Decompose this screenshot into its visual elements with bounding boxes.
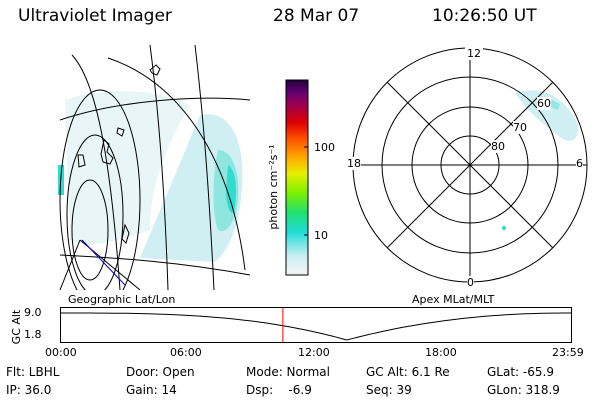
grid-ellipse [71,179,109,281]
mlt-label-18: 18 [347,157,361,170]
mlt-label-0: 0 [467,276,474,289]
info-gain: Gain: 14 [126,383,177,397]
colorbar-unit-label: photon cm⁻²s⁻¹ [267,144,280,230]
satellite-track [81,239,126,286]
mlat-label-60: 60 [537,97,551,110]
mlt-label-12: 12 [465,47,483,60]
observation-time: 10:26:50 UT [432,6,537,26]
grid-ellipse [59,89,141,290]
colorbar-tick-10: 10 [314,229,328,242]
altitude-ylabel: GC Alt [10,309,23,345]
geographic-map-panel [58,45,251,290]
geographic-caption: Geographic Lat/Lon [68,293,176,306]
instrument-title: Ultraviolet Imager [18,6,172,26]
altitude-curve [60,312,572,341]
info-flt: Flt: LBHL [6,365,60,379]
altitude-plot [60,307,572,343]
mlat-label-70: 70 [513,121,527,134]
info-seq: Seq: 39 [366,383,412,397]
grid-line [59,97,251,121]
grid-ellipse [66,134,124,290]
altitude-xtick-1800: 18:00 [425,346,457,359]
aurora-emission-strong [226,165,236,213]
altitude-ytick-bottom: 1.8 [24,328,42,341]
polar-mlat-mlt-panel [352,47,588,283]
info-ip: IP: 36.0 [6,383,52,397]
aurora-emission-region [515,90,579,141]
grid-line [194,45,215,290]
info-glat: GLat: -65.9 [487,365,554,379]
altitude-xtick-2359: 23:59 [552,346,584,359]
mlt-label-6: 6 [576,157,583,170]
earth-limb [107,57,246,271]
altitude-xtick-0600: 06:00 [170,346,202,359]
info-glon: GLon: 318.9 [487,383,560,397]
info-gcalt: GC Alt: 6.1 Re [366,365,450,379]
info-door: Door: Open [126,365,195,379]
mlat-label-80: 80 [491,140,505,153]
colorbar-tick-100: 100 [314,141,335,154]
emission-spot [502,226,506,230]
coastline [77,64,161,244]
radial-line [386,81,554,249]
altitude-plot-frame [60,307,572,343]
observation-date: 28 Mar 07 [273,6,360,26]
altitude-ytick-top: 9.0 [24,306,42,319]
info-mode: Mode: Normal [246,365,330,379]
grid-line [71,54,121,290]
grid-line [59,239,81,290]
polar-caption: Apex MLat/MLT [412,293,495,306]
info-dsp: Dsp: -6.9 [246,383,312,397]
aurora-emission-bright [550,100,560,110]
altitude-xtick-0000: 00:00 [45,346,77,359]
grid-line [59,254,251,276]
altitude-xtick-1200: 12:00 [298,346,330,359]
colorbar-strip [285,79,309,276]
